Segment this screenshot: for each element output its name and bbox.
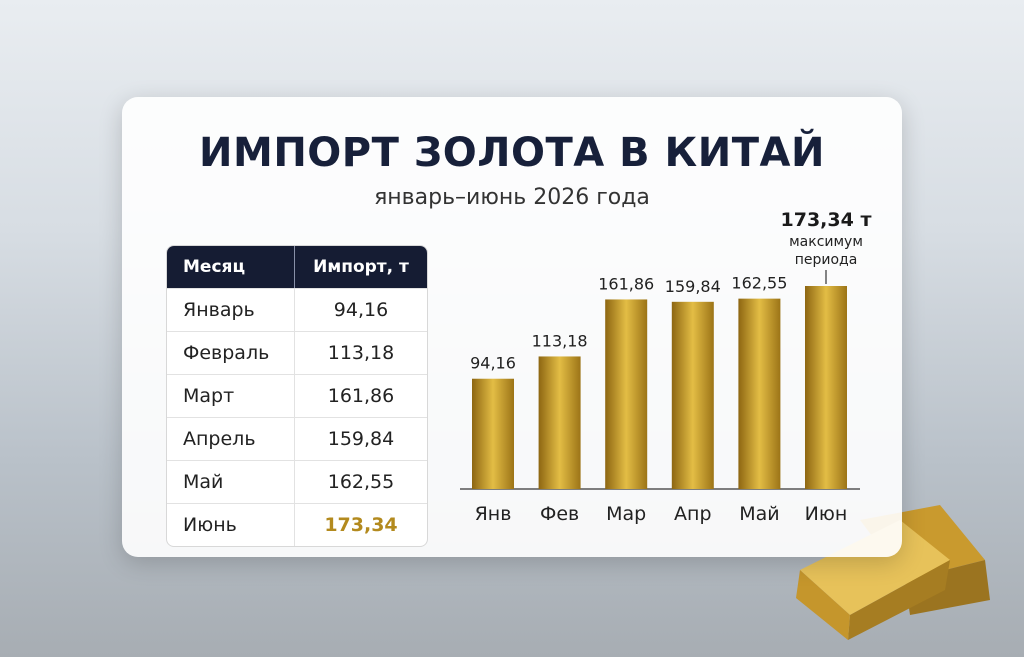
title: ИМПОРТ ЗОЛОТА В КИТАЙ [199,130,825,176]
month-cell: Май [167,460,295,503]
bar [671,301,714,489]
x-tick-label: Янв [475,503,512,525]
x-tick-label: Июн [805,503,848,525]
month-cell: Март [167,374,295,417]
value-label: 113,18 [532,331,588,350]
value-label: 94,16 [470,354,516,373]
table-row: Май 162,55 [167,460,427,503]
x-tick-label: Мар [606,503,646,525]
annotation-label: 173,34 т [781,209,872,231]
value-label: 162,55 [731,274,787,293]
bar [605,299,648,489]
value-cell: 94,16 [295,288,427,331]
month-cell: Февраль [167,331,295,374]
header-cell: Импорт, т [295,246,427,288]
subtitle: январь–июнь 2026 года [374,185,650,210]
x-tick-label: Май [739,503,779,525]
value-cell: 173,34 [295,503,427,546]
annotation-note: максимум периода [789,234,863,268]
table-row: Март 161,86 [167,374,427,417]
value-label: 161,86 [598,274,654,293]
bar [472,378,514,489]
table-row: Февраль 113,18 [167,331,427,374]
value-cell: 159,84 [295,417,427,460]
month-cell: Июнь [167,503,295,546]
x-tick-label: Фев [540,503,579,525]
bar [538,356,581,489]
bar [738,298,781,489]
header-cell: Месяц [167,246,295,288]
table-row: Апрель 159,84 [167,417,427,460]
value-cell: 162,55 [295,460,427,503]
bar [805,286,847,489]
table-row: Июнь 173,34 [167,503,427,546]
value-label: 159,84 [665,277,721,296]
month-cell: Апрель [167,417,295,460]
value-cell: 113,18 [295,331,427,374]
value-cell: 161,86 [295,374,427,417]
table-row: Январь 94,16 [167,288,427,331]
x-tick-label: Апр [674,503,711,525]
table-header: Месяц Импорт, т [167,246,427,288]
month-cell: Январь [167,288,295,331]
import-table: Месяц Импорт, т Январь 94,16 Февраль 113,18… [166,245,428,547]
